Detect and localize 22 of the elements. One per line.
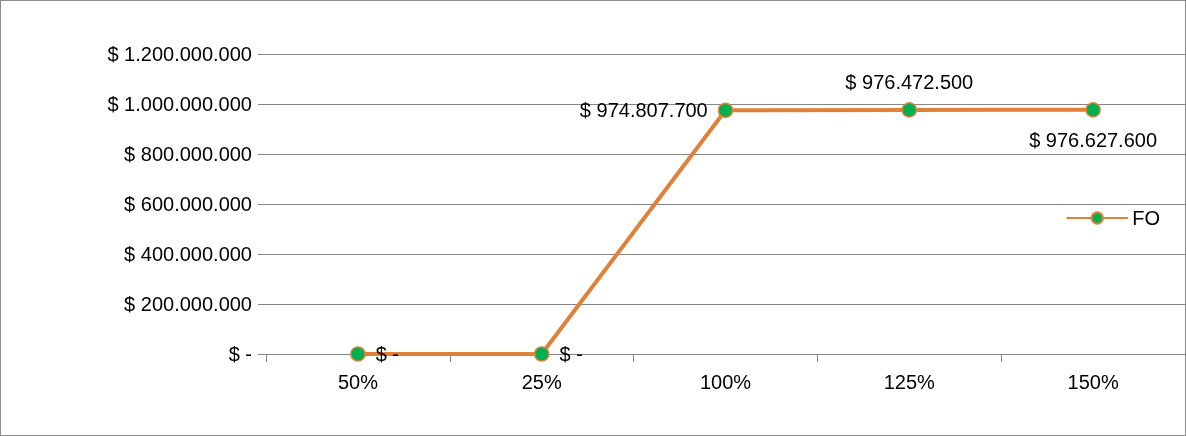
data-label: $ 976.472.500 xyxy=(845,71,974,94)
legend-label: FO xyxy=(1132,207,1161,229)
y-tick-label: $ 1.000.000.000 xyxy=(107,93,252,115)
x-tick-label: 50% xyxy=(337,371,379,393)
point xyxy=(901,102,918,118)
data-label: $ 976.627.600 xyxy=(1029,128,1158,151)
data-label: $ - xyxy=(559,343,583,365)
y-tick-label: $ 800.000.000 xyxy=(124,143,252,165)
point xyxy=(350,346,366,362)
y-tick-label: $ 200.000.000 xyxy=(124,293,252,315)
x-tick-label: 150% xyxy=(1067,371,1119,393)
x-tick-label: 25% xyxy=(521,371,562,393)
x-tick-label: 125% xyxy=(883,371,936,393)
y-tick-label: $ - xyxy=(228,343,252,365)
x-tick-label: 100% xyxy=(699,371,752,393)
y-tick-label: $ 1.200.000.000 xyxy=(107,43,252,65)
data-label: $ 974.807.700 xyxy=(579,99,708,122)
point xyxy=(1085,102,1101,118)
y-tick-label: $ 400.000.000 xyxy=(124,243,252,265)
point xyxy=(717,102,734,119)
point xyxy=(533,346,550,362)
y-tick-label: $ 600.000.000 xyxy=(124,193,252,215)
